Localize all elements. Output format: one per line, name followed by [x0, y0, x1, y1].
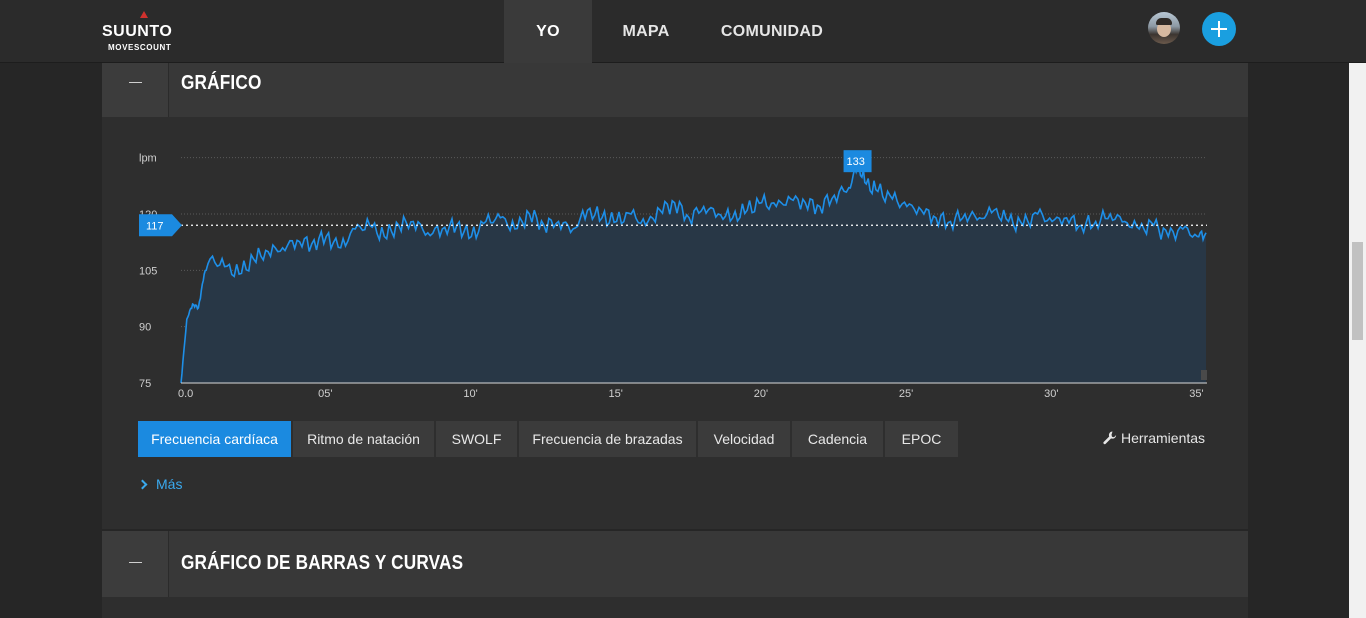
logo-triangle-icon [140, 11, 148, 18]
x-tick-label: 10' [463, 388, 477, 400]
y-axis-ticks: lpm7590105120 [139, 153, 157, 390]
chart-panel-header: GRÁFICO [102, 63, 1248, 117]
panel-title: GRÁFICO DE BARRAS Y CURVAS [181, 552, 464, 574]
x-tick-label: 05' [318, 388, 332, 400]
page-scrollbar-track[interactable] [1349, 63, 1366, 618]
bars-panel: GRÁFICO DE BARRAS Y CURVAS [102, 531, 1248, 618]
bars-panel-header: GRÁFICO DE BARRAS Y CURVAS [102, 531, 1248, 597]
logo-brand-text: SUUNTO [102, 23, 173, 40]
x-tick-label: 0.0 [178, 388, 193, 400]
wrench-icon [1103, 431, 1117, 445]
x-tick-label: 15' [609, 388, 623, 400]
y-tick-label: 90 [139, 322, 151, 334]
max-marker: 133 [843, 150, 872, 173]
tab-frecuencia-cardiaca[interactable]: Frecuencia cardíaca [138, 421, 291, 457]
tab-epoc[interactable]: EPOC [885, 421, 958, 457]
tab-cadencia[interactable]: Cadencia [792, 421, 883, 457]
panel-title: GRÁFICO [181, 72, 262, 94]
average-marker-label: 117 [146, 220, 164, 232]
top-navigation-bar: SUUNTO MOVESCOUNT YO MAPA COMUNIDAD [0, 0, 1366, 63]
minus-icon [129, 562, 142, 563]
more-link[interactable]: Más [137, 476, 183, 492]
more-label: Más [156, 476, 183, 492]
x-tick-label: 30' [1044, 388, 1058, 400]
heart-rate-area [181, 165, 1206, 383]
avatar-face [1157, 21, 1171, 37]
y-axis-label: lpm [139, 153, 157, 165]
logo-product-text: MOVESCOUNT [108, 43, 172, 52]
minus-icon [129, 82, 142, 83]
tools-label: Herramientas [1121, 430, 1206, 446]
y-tick-label: 75 [139, 378, 151, 390]
average-marker: 117 [139, 214, 182, 237]
page-scrollbar-thumb[interactable] [1352, 242, 1363, 340]
x-tick-label: 35' [1189, 388, 1203, 400]
tab-frecuencia-de-brazadas[interactable]: Frecuencia de brazadas [519, 421, 696, 457]
nav-item-comunidad[interactable]: COMUNIDAD [720, 23, 824, 40]
nav-item-yo[interactable]: YO [504, 0, 592, 63]
y-tick-label: 105 [139, 265, 157, 277]
chevron-right-icon [137, 479, 148, 490]
x-tick-label: 25' [899, 388, 913, 400]
tab-swolf[interactable]: SWOLF [436, 421, 517, 457]
collapse-button[interactable] [102, 63, 169, 117]
add-button[interactable] [1202, 12, 1236, 46]
tools-button[interactable]: Herramientas [1103, 430, 1205, 446]
x-tick-label: 20' [754, 388, 768, 400]
avatar-hair [1156, 18, 1172, 25]
suunto-logo[interactable]: SUUNTO MOVESCOUNT [100, 11, 188, 53]
nav-item-mapa[interactable]: MAPA [622, 23, 670, 40]
max-marker-label: 133 [847, 156, 865, 168]
collapse-button[interactable] [102, 531, 169, 597]
tab-ritmo-de-natacion[interactable]: Ritmo de natación [293, 421, 434, 457]
heart-rate-line [180, 163, 1207, 384]
range-handle[interactable] [1201, 370, 1207, 380]
tab-velocidad[interactable]: Velocidad [698, 421, 790, 457]
avatar[interactable] [1148, 12, 1180, 44]
heart-rate-chart[interactable]: lpm7590105120 0.005'10'15'20'25'30'35' 1… [0, 0, 1366, 410]
x-axis-ticks: 0.0 05' 10' 15' 20' 25' 30' 35' [178, 388, 1204, 400]
